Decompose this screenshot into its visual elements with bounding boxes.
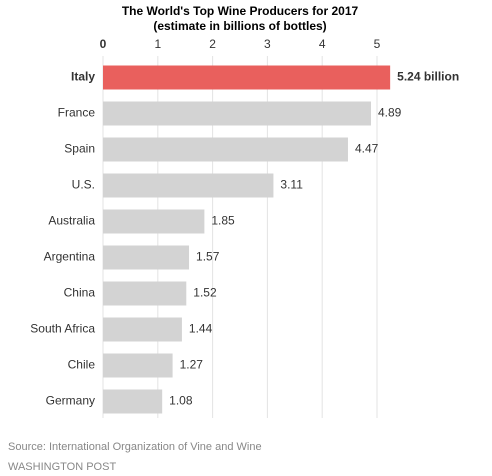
bar bbox=[103, 281, 187, 306]
x-tick-label: 3 bbox=[264, 37, 271, 51]
value-label: 1.27 bbox=[180, 358, 204, 372]
value-label: 3.11 bbox=[280, 178, 303, 192]
value-label: 1.08 bbox=[169, 394, 193, 408]
credit: WASHINGTON POST bbox=[8, 461, 116, 473]
category-label: France bbox=[58, 106, 96, 120]
category-label: Spain bbox=[64, 142, 95, 156]
bar bbox=[103, 137, 348, 162]
category-label: South Africa bbox=[30, 322, 95, 336]
bar bbox=[103, 173, 274, 198]
chart-subtitle: (estimate in billions of bottles) bbox=[153, 19, 326, 33]
category-label: Australia bbox=[48, 214, 95, 228]
value-label: 4.47 bbox=[355, 142, 379, 156]
bar bbox=[103, 209, 205, 234]
x-tick-label: 0 bbox=[100, 37, 107, 51]
category-label: U.S. bbox=[72, 178, 95, 192]
x-tick-label: 2 bbox=[209, 37, 216, 51]
value-label: 1.57 bbox=[196, 250, 220, 264]
bar bbox=[103, 389, 163, 414]
bar bbox=[103, 317, 182, 342]
x-tick-label: 5 bbox=[374, 37, 381, 51]
bar bbox=[103, 353, 173, 378]
category-label: Germany bbox=[46, 394, 95, 408]
category-label: Italy bbox=[71, 70, 95, 84]
value-label: 5.24 billion bbox=[397, 70, 459, 84]
bar bbox=[103, 101, 371, 126]
value-label: 1.85 bbox=[211, 214, 235, 228]
value-label: 1.52 bbox=[193, 286, 217, 300]
category-label: Argentina bbox=[44, 250, 96, 264]
source-note: Source: International Organization of Vi… bbox=[8, 441, 262, 453]
x-tick-label: 1 bbox=[154, 37, 161, 51]
category-label: Chile bbox=[68, 358, 96, 372]
category-label: China bbox=[64, 286, 96, 300]
bar bbox=[103, 245, 190, 270]
bar bbox=[103, 65, 391, 90]
x-tick-label: 4 bbox=[319, 37, 326, 51]
value-label: 4.89 bbox=[378, 106, 402, 120]
value-label: 1.44 bbox=[189, 322, 213, 336]
chart-title: The World's Top Wine Producers for 2017 bbox=[122, 4, 359, 18]
